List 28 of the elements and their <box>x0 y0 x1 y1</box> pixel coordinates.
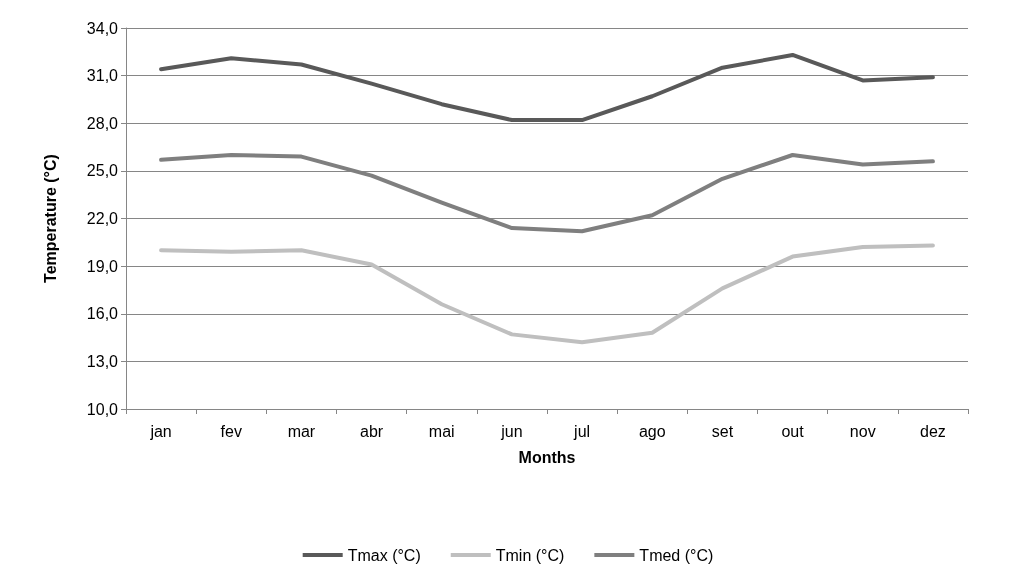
x-tick-label: nov <box>849 422 876 440</box>
x-tick-label: mar <box>287 422 316 440</box>
y-tick-label: 13,0 <box>86 352 119 370</box>
x-tick-label: jan <box>149 422 172 440</box>
legend-label: Tmax (°C) <box>347 546 421 564</box>
x-tick-label: out <box>781 422 805 440</box>
line-series <box>159 243 935 345</box>
x-tick-label: dez <box>920 422 946 440</box>
y-axis-title: Temperature (°C) <box>41 154 59 283</box>
x-tick-label: abr <box>360 422 384 440</box>
x-tick-label: jul <box>573 422 591 440</box>
y-tick-label: 19,0 <box>86 257 119 275</box>
y-tick-label: 34,0 <box>86 19 119 37</box>
y-tick-label: 31,0 <box>86 67 119 85</box>
y-tick-label: 16,0 <box>86 305 119 323</box>
y-tick-label: 28,0 <box>86 114 119 132</box>
x-tick-label: ago <box>638 422 666 440</box>
y-tick-label: 10,0 <box>86 400 119 418</box>
x-tick-label: jun <box>500 422 523 440</box>
legend-label: Tmed (°C) <box>639 546 714 564</box>
y-tick-label: 25,0 <box>86 162 119 180</box>
line-series <box>159 52 935 123</box>
x-tick-label: set <box>711 422 734 440</box>
x-tick-label: mai <box>428 422 455 440</box>
x-tick-label: fev <box>220 422 242 440</box>
x-axis-title: Months <box>518 448 576 466</box>
legend-label: Tmin (°C) <box>495 546 565 564</box>
y-tick-label: 22,0 <box>86 210 119 227</box>
